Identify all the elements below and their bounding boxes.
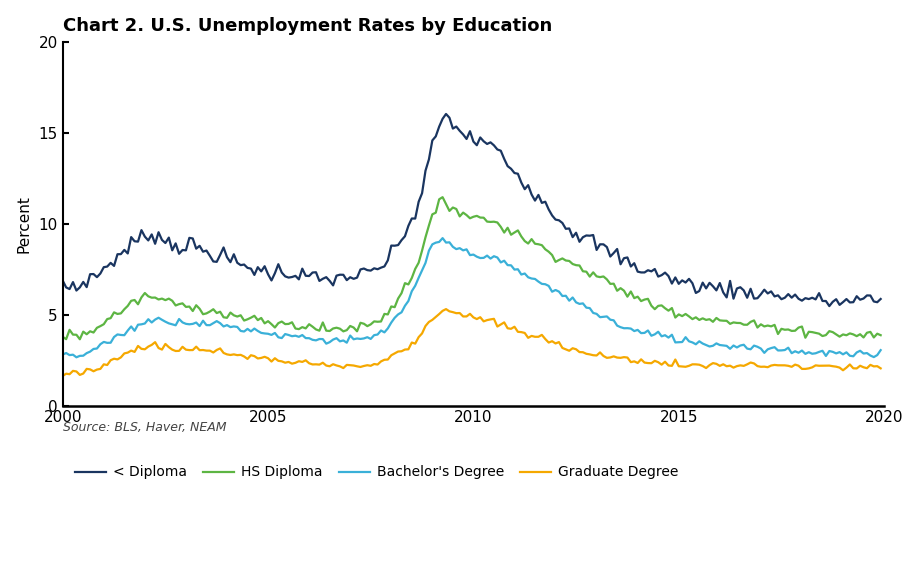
Bachelor's Degree bbox=[57, 351, 68, 358]
< Diploma bbox=[440, 111, 451, 118]
Bachelor's Degree bbox=[823, 348, 834, 354]
Text: Chart 2. U.S. Unemployment Rates by Education: Chart 2. U.S. Unemployment Rates by Educ… bbox=[62, 16, 551, 35]
Graduate Degree bbox=[112, 356, 123, 363]
< Diploma bbox=[820, 298, 831, 304]
Bachelor's Degree bbox=[115, 332, 126, 339]
Bachelor's Degree bbox=[337, 337, 348, 344]
HS Diploma bbox=[95, 323, 106, 329]
Line: < Diploma: < Diploma bbox=[62, 114, 879, 306]
Legend: < Diploma, HS Diploma, Bachelor's Degree, Graduate Degree: < Diploma, HS Diploma, Bachelor's Degree… bbox=[70, 460, 683, 485]
Y-axis label: Percent: Percent bbox=[17, 195, 31, 253]
< Diploma bbox=[823, 303, 834, 310]
Bachelor's Degree bbox=[437, 235, 448, 241]
HS Diploma bbox=[437, 194, 448, 201]
Bachelor's Degree bbox=[71, 354, 82, 361]
Line: Bachelor's Degree: Bachelor's Degree bbox=[62, 238, 879, 357]
Graduate Degree bbox=[820, 362, 831, 369]
HS Diploma bbox=[604, 281, 615, 287]
Graduate Degree bbox=[440, 306, 451, 312]
HS Diploma bbox=[74, 336, 85, 343]
Line: HS Diploma: HS Diploma bbox=[62, 197, 879, 339]
Bachelor's Degree bbox=[95, 341, 106, 348]
Text: Source: BLS, Haver, NEAM: Source: BLS, Haver, NEAM bbox=[62, 421, 226, 434]
Graduate Degree bbox=[601, 354, 612, 361]
Bachelor's Degree bbox=[604, 316, 615, 323]
HS Diploma bbox=[57, 333, 68, 340]
< Diploma bbox=[874, 295, 885, 302]
< Diploma bbox=[91, 274, 102, 281]
Bachelor's Degree bbox=[190, 319, 201, 326]
Graduate Degree bbox=[334, 363, 345, 370]
Graduate Degree bbox=[187, 346, 199, 353]
Graduate Degree bbox=[874, 365, 885, 371]
< Diploma bbox=[112, 251, 123, 258]
Bachelor's Degree bbox=[874, 346, 885, 353]
Graduate Degree bbox=[91, 366, 102, 373]
HS Diploma bbox=[190, 302, 201, 308]
< Diploma bbox=[57, 277, 68, 284]
HS Diploma bbox=[823, 328, 834, 335]
HS Diploma bbox=[874, 332, 885, 339]
< Diploma bbox=[601, 244, 612, 250]
HS Diploma bbox=[337, 328, 348, 335]
Line: Graduate Degree: Graduate Degree bbox=[62, 309, 879, 376]
< Diploma bbox=[334, 272, 345, 278]
HS Diploma bbox=[115, 310, 126, 317]
Graduate Degree bbox=[57, 373, 68, 379]
< Diploma bbox=[187, 235, 199, 242]
